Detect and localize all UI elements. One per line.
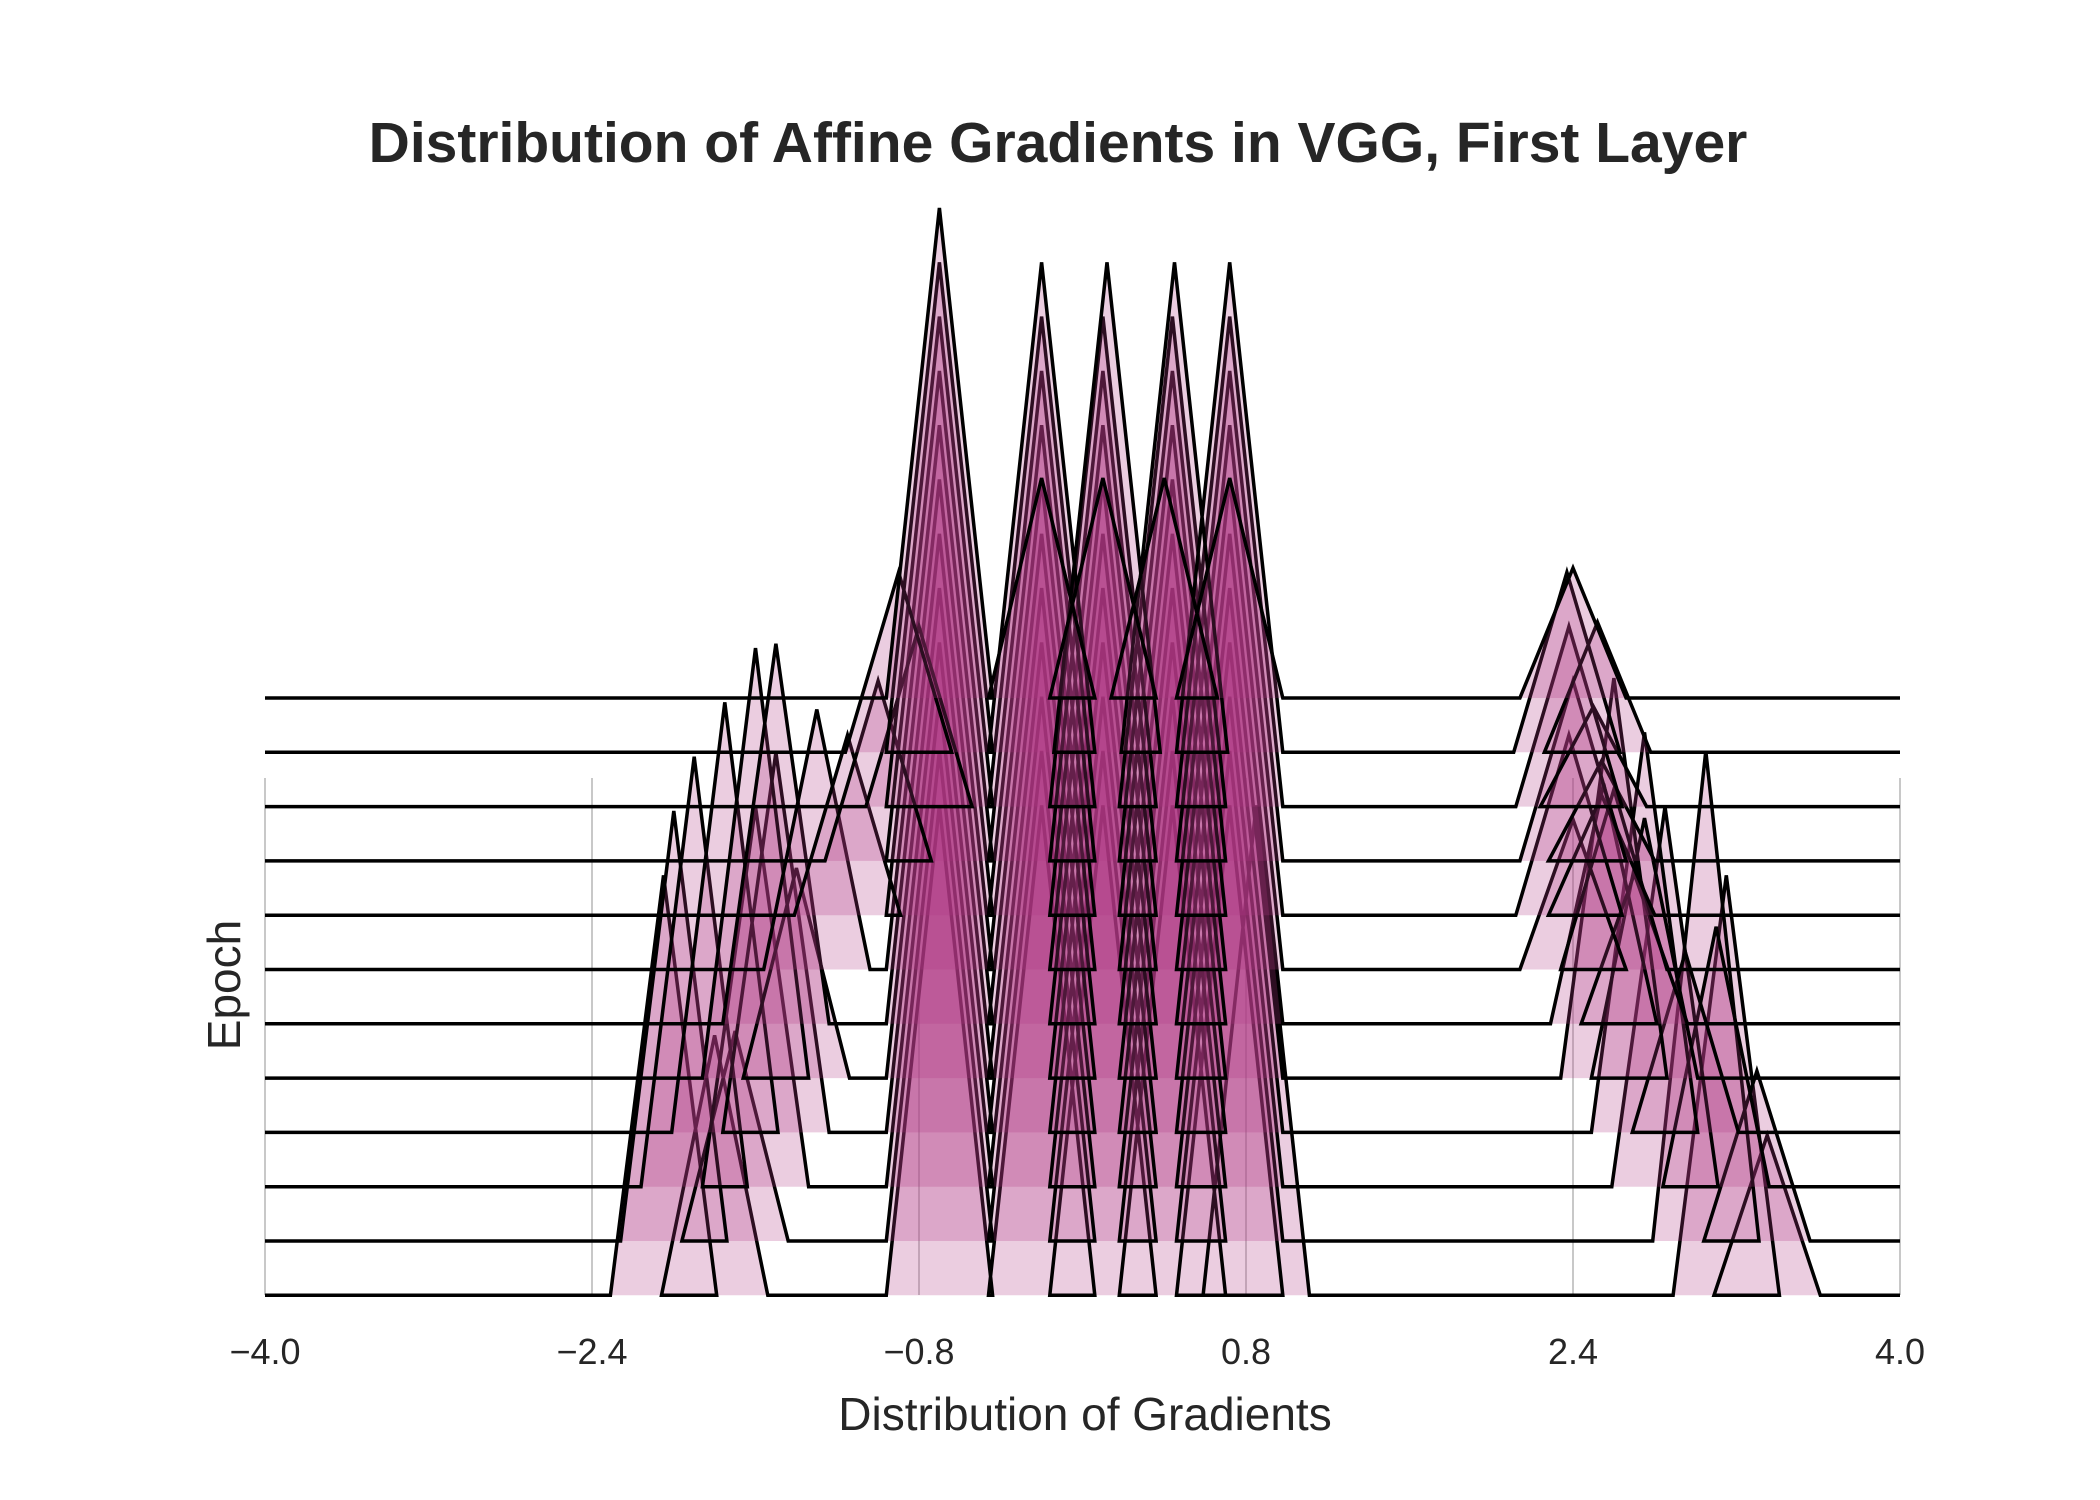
x-tick-label: 4.0 <box>1875 1331 1925 1372</box>
ridge-line <box>265 425 1900 917</box>
ridge-series <box>265 587 1900 1080</box>
x-tick-label: −2.4 <box>556 1331 627 1372</box>
grid-lines <box>264 778 1901 1295</box>
ridge-series <box>265 479 1900 972</box>
ridge-fill <box>265 805 1900 1296</box>
x-tick-label: −4.0 <box>229 1331 300 1372</box>
x-tick-label: −0.8 <box>883 1331 954 1372</box>
ridge-fill <box>265 588 1900 1079</box>
ridge-line <box>265 479 1900 972</box>
ridge-series <box>265 533 1900 1026</box>
ridge-series <box>265 425 1900 917</box>
x-tick-label: 0.8 <box>1221 1331 1271 1372</box>
ridge-fill <box>265 208 1900 698</box>
ridge-fill <box>265 479 1900 970</box>
x-tick-labels: −4.0 −2.4 −0.8 0.8 2.4 4.0 <box>229 1331 1925 1372</box>
ridge-fill <box>265 425 1900 916</box>
ridge-series <box>265 696 1900 1189</box>
ridge-fill <box>265 533 1900 1024</box>
chart-title: Distribution of Affine Gradients in VGG,… <box>369 111 1748 175</box>
ridge-line <box>265 587 1900 1080</box>
ridge-line <box>265 262 1900 755</box>
ridge-series <box>265 262 1900 755</box>
x-axis-label: Distribution of Gradients <box>838 1388 1331 1440</box>
ridge-line <box>265 642 1900 1135</box>
ridge-line <box>265 316 1900 809</box>
ridge-fill <box>265 370 1900 861</box>
ridge-series <box>265 642 1900 1135</box>
ridge-line <box>265 533 1900 1026</box>
ridge-series-group <box>265 207 1900 1298</box>
ridge-line <box>265 207 1900 700</box>
ridge-series <box>265 207 1900 700</box>
ridge-fill <box>265 642 1900 1133</box>
ridge-line <box>265 370 1900 863</box>
ridge-fill <box>265 262 1900 753</box>
y-axis-label: Epoch <box>198 920 250 1050</box>
ridge-series <box>265 370 1900 863</box>
ridge-line <box>265 696 1900 1189</box>
x-tick-label: 2.4 <box>1548 1331 1598 1372</box>
ridge-fill <box>265 696 1900 1187</box>
